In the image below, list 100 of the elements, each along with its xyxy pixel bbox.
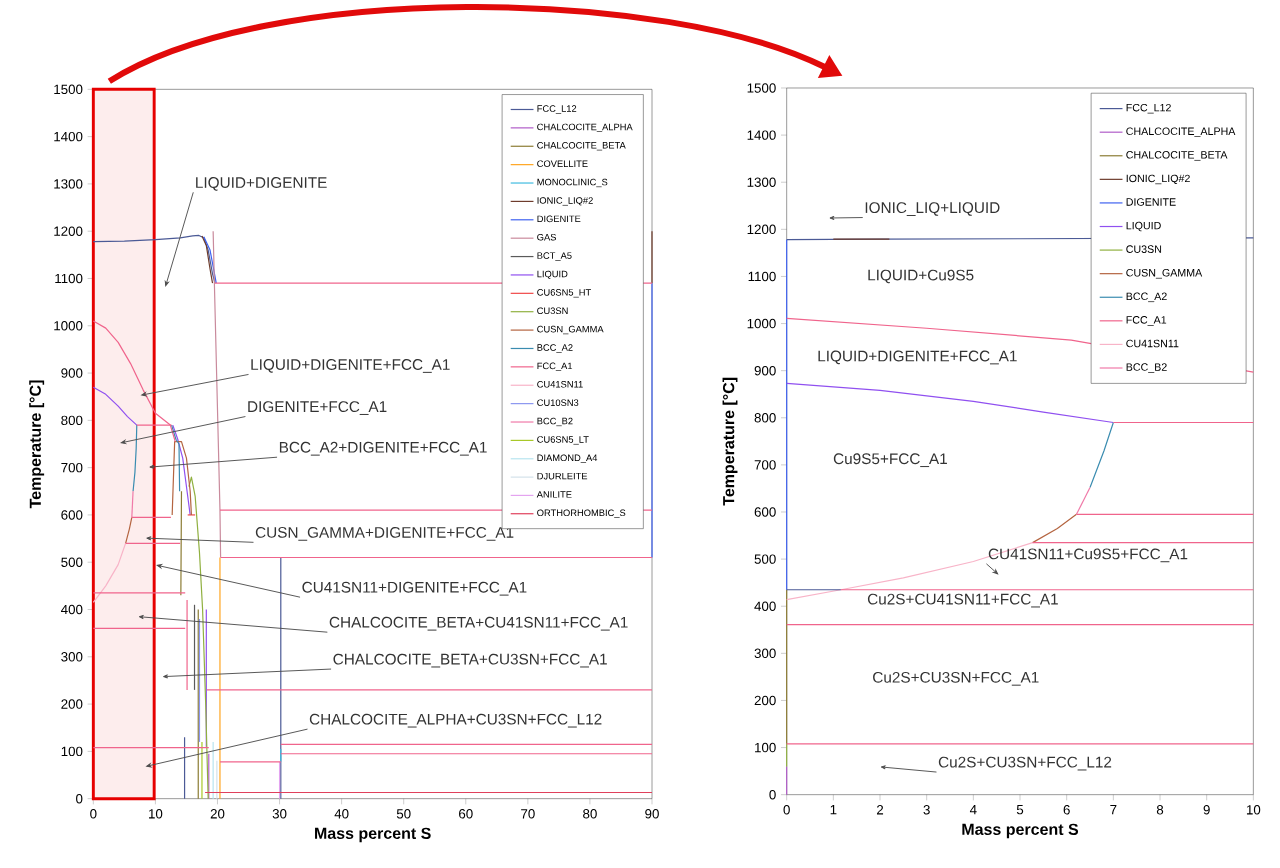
x-tick-label: 20 [210,809,225,819]
legend-label: CUSN_GAMMA [1126,268,1203,279]
annotation: LIQUID+Cu9S5 [868,269,974,284]
legend-label: BCC_A2 [537,344,573,353]
legend-label: CHALCOCITE_ALPHA [1126,127,1236,138]
x-tick-label: 0 [90,809,97,819]
annotation: LIQUID+DIGENITE+FCC_A1 [818,350,1017,365]
y-tick-label: 500 [754,554,776,564]
legend-label: CU6SN5_HT [537,289,591,298]
annotation: CHALCOCITE_BETA+CU3SN+FCC_A1 [333,653,607,668]
legend-label: FCC_A1 [1126,316,1167,326]
y-tick-label: 300 [61,652,83,662]
x-tick-label: 10 [1246,805,1261,815]
x-tick-label: 8 [1156,805,1164,815]
annotation: Cu9S5+FCC_A1 [833,453,947,468]
legend-label: BCC_B2 [537,417,573,427]
x-axis-title: Mass percent S [315,827,431,843]
y-tick-label: 200 [754,695,776,706]
x-tick-label: 10 [149,809,163,819]
y-tick-label: 200 [61,699,83,709]
annotation: Cu2S+CU3SN+FCC_L12 [938,756,1112,771]
y-tick-label: 100 [755,742,776,753]
legend-label: DIAMOND_A4 [537,454,598,463]
x-tick-label: 40 [334,809,349,819]
legend-label: CUSN_GAMMA [537,325,604,335]
y-tick-label: 800 [61,415,83,426]
annotation: Cu2S+CU41SN11+FCC_A1 [867,593,1058,608]
y-tick-label: 1100 [748,271,776,282]
y-tick-label: 900 [754,365,776,376]
legend-label: FCC_A1 [537,362,573,371]
legend-label: GAS [537,233,557,241]
legend-label: MONOCLINIC_S [537,178,608,188]
legend-label: CHALCOCITE_BETA [1126,151,1228,161]
legend-label: LIQUID [537,270,568,279]
annotation: CUSN_GAMMA+DIGENITE+FCC_A1 [255,526,514,541]
y-tick-label: 1300 [747,177,776,187]
legend-label: CU41SN11 [537,381,583,388]
y-tick-label: 1400 [747,130,776,140]
x-tick-label: 9 [1203,805,1210,815]
y-tick-label: 1300 [54,179,83,189]
annotation: CHALCOCITE_BETA+CU41SN11+FCC_A1 [329,616,628,631]
y-tick-label: 1500 [747,83,776,93]
y-tick-label: 100 [61,746,83,757]
legend-label: DJURLEITE [537,472,588,480]
legend-label: CU41SN11 [1126,339,1179,348]
y-tick-label: 1100 [55,273,83,284]
x-tick-label: 5 [1016,805,1024,815]
x-tick-label: 4 [969,805,977,815]
y-axis-title: Temperature [°C] [29,380,45,509]
y-tick-label: 600 [61,510,83,520]
annotation: IONIC_LIQ+LIQUID [865,202,1000,216]
legend-label: CU10SN3 [537,399,579,406]
legend-label: IONIC_LIQ#2 [537,197,593,206]
annotation: LIQUID+DIGENITE+FCC_A1 [251,359,450,373]
x-tick-label: 2 [876,805,884,815]
legend-label: BCC_A2 [1126,292,1167,303]
legend-label: IONIC_LIQ#2 [1126,174,1190,185]
x-tick-label: 1 [830,805,837,815]
legend-label: BCT_A5 [537,252,572,261]
y-axis-title: Temperature [°C] [722,377,738,506]
y-tick-label: 400 [754,601,776,611]
legend-label: DIGENITE [1126,198,1176,206]
y-tick-label: 1000 [747,318,776,329]
y-tick-label: 300 [754,648,776,659]
y-tick-label: 400 [61,604,83,615]
annotation: DIGENITE+FCC_A1 [248,401,387,415]
legend-label: CHALCOCITE_BETA [537,142,626,151]
y-tick-label: 900 [61,368,83,378]
legend-label: ORTHORHOMBIC_S [537,509,626,518]
y-tick-label: 1000 [54,321,83,331]
annotation: CU41SN11+Cu9S5+FCC_A1 [988,548,1188,563]
annotation: Cu2S+CU3SN+FCC_A1 [873,671,1039,686]
x-tick-label: 3 [923,805,930,815]
annotation: CHALCOCITE_ALPHA+CU3SN+FCC_L12 [309,713,602,728]
x-axis-title: Mass percent S [962,823,1079,839]
x-tick-label: 30 [272,809,287,819]
y-tick-label: 700 [754,460,776,470]
legend-label: LIQUID [1126,221,1161,232]
y-tick-label: 500 [61,557,83,567]
legend-label: CU3SN [1126,245,1162,253]
annotation: LIQUID+DIGENITE [196,177,327,191]
legend-label: CU3SN [537,307,568,315]
y-tick-label: 800 [754,413,776,423]
y-tick-label: 700 [61,462,83,473]
y-tick-label: 600 [754,507,776,517]
x-tick-label: 70 [521,809,535,819]
legend-label: CHALCOCITE_ALPHA [537,123,633,132]
x-tick-label: 60 [459,809,473,819]
annotation: BCC_A2+DIGENITE+FCC_A1 [279,441,487,456]
legend-label: ANILITE [536,491,572,498]
legend-label: BCC_B2 [1126,363,1167,373]
legend-label: CU6SN5_LT [537,436,589,445]
y-tick-label: 1400 [54,131,83,142]
x-tick-label: 80 [583,809,597,819]
legend-label: FCC_L12 [537,105,577,114]
x-tick-label: 6 [1063,805,1070,815]
y-tick-label: 1500 [54,84,83,95]
y-tick-label: 1200 [747,224,776,235]
y-tick-label: 1200 [54,226,83,236]
legend-label: FCC_L12 [1126,103,1171,114]
